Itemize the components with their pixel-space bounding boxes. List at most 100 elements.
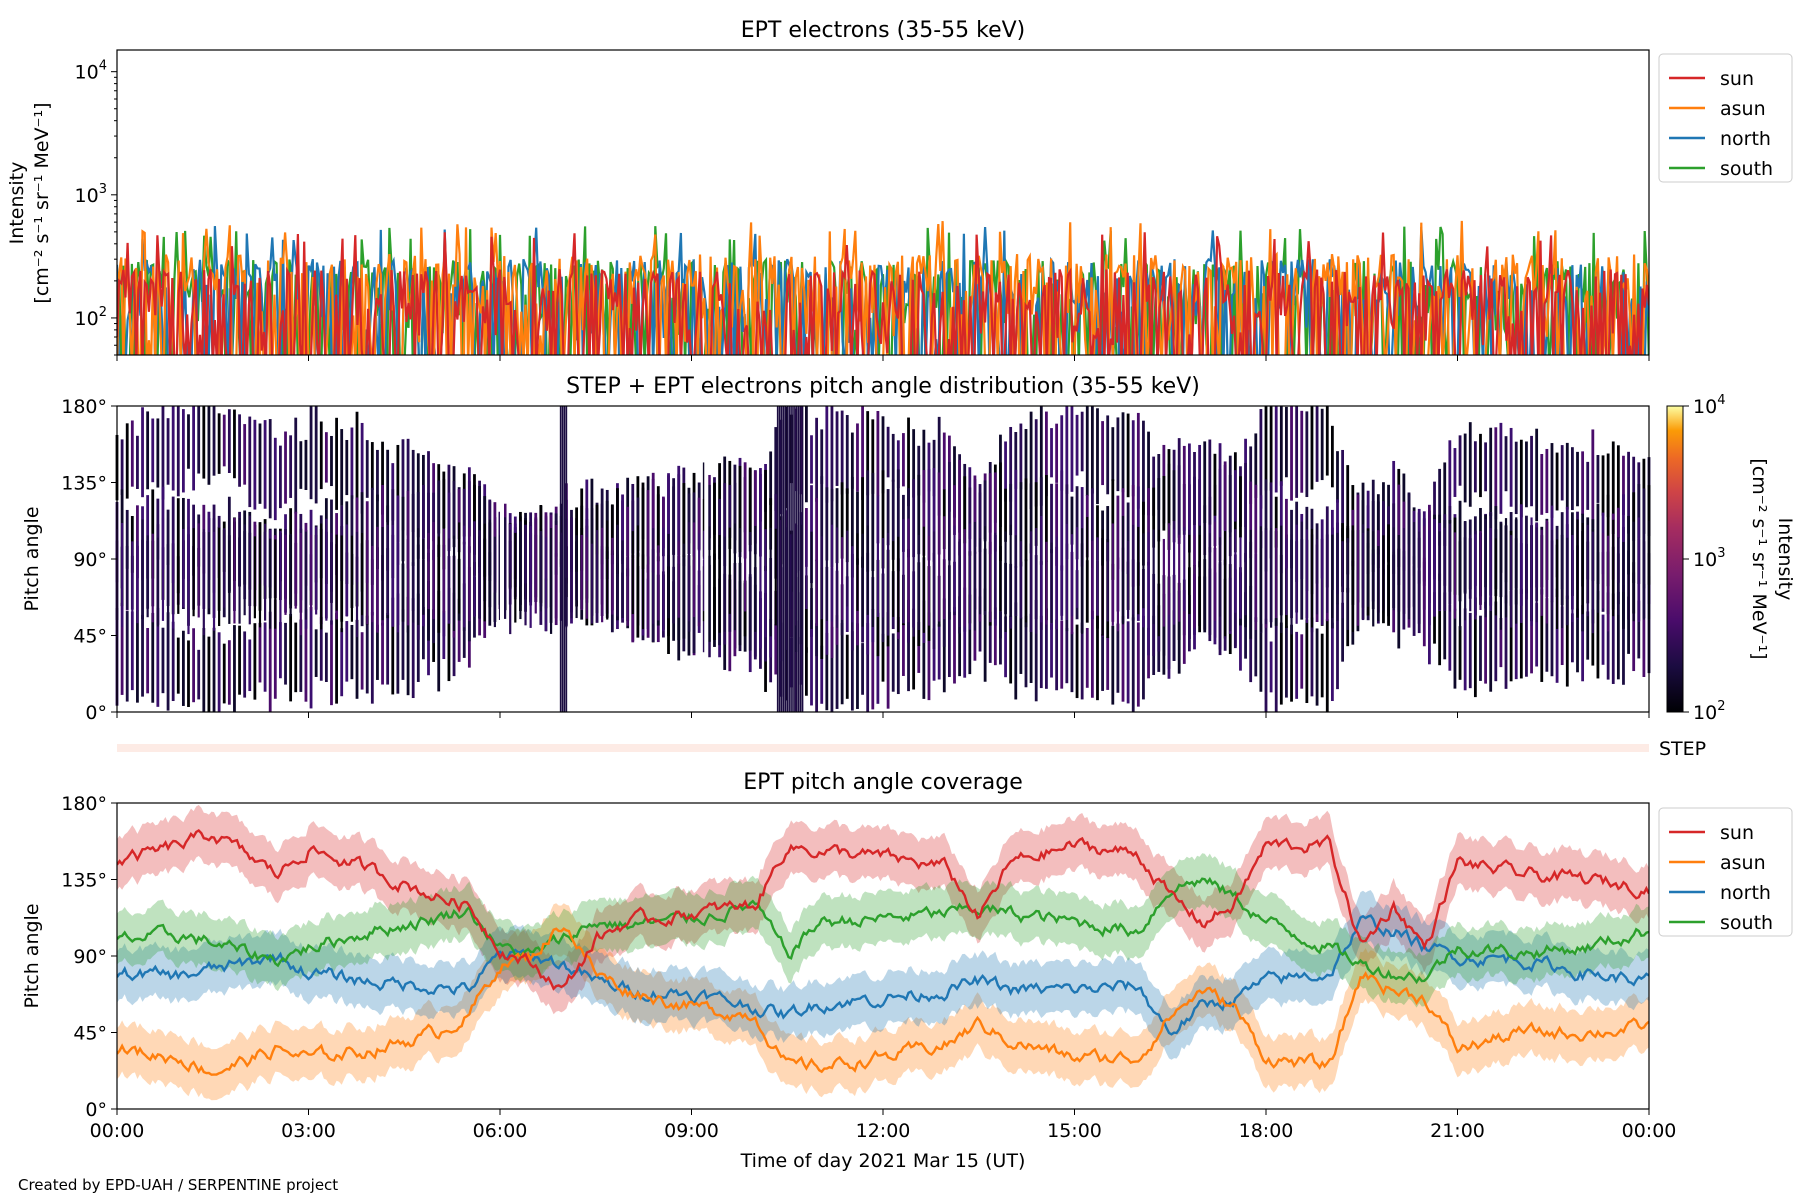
heatmap-cell: [1509, 427, 1513, 507]
heatmap-cell: [376, 526, 379, 633]
heatmap-cell: [754, 525, 757, 632]
heatmap-cell: [1290, 406, 1293, 501]
heatmap-cell: [1034, 482, 1038, 546]
heatmap-cell: [922, 470, 926, 556]
heatmap-cell: [1172, 470, 1176, 522]
heatmap-cell: [692, 522, 696, 618]
heatmap-cell: [1571, 447, 1574, 511]
heatmap-cell: [590, 478, 594, 580]
heatmap-cell: [1310, 528, 1314, 628]
heatmap-cell: [1188, 443, 1191, 530]
heatmap-cell: [1096, 505, 1099, 561]
heatmap-cell: [1581, 522, 1584, 615]
heatmap-cell: [943, 516, 946, 620]
heatmap-cell: [973, 475, 977, 554]
heatmap-cell: [1060, 620, 1064, 689]
heatmap-cell: [463, 525, 466, 628]
heatmap-cell: [401, 527, 405, 617]
legend-label-asun: asun: [1720, 852, 1766, 874]
heatmap-cell: [774, 427, 778, 511]
heatmap-cell: [1510, 535, 1513, 628]
heatmap-cell: [121, 523, 124, 627]
heatmap-cell: [330, 533, 333, 625]
heatmap-cell: [1581, 451, 1585, 515]
heatmap-cell: [1519, 439, 1523, 518]
heatmap-cell: [432, 521, 435, 619]
heatmap-cell: [1045, 541, 1048, 625]
heatmap-cell: [1606, 453, 1610, 518]
heatmap-cell: [805, 575, 808, 653]
heatmap-cell: [917, 474, 921, 555]
heatmap-cell: [447, 538, 451, 621]
heatmap-cell: [1320, 633, 1324, 698]
heatmap-cell: [1045, 475, 1048, 562]
heatmap-cell: [350, 427, 354, 499]
heatmap-cell: [130, 611, 134, 691]
heatmap-cell: [233, 409, 236, 479]
heatmap-cell: [1622, 455, 1625, 515]
heatmap-cell: [968, 487, 972, 539]
heatmap-cell: [866, 623, 870, 712]
heatmap-cell: [376, 624, 379, 680]
heatmap-cell: [120, 602, 124, 695]
heatmap-cell: [1142, 615, 1145, 700]
heatmap-cell: [1193, 535, 1196, 628]
heatmap-cell: [1331, 534, 1334, 618]
heatmap-cell: [1576, 451, 1579, 507]
heatmap-cell: [1009, 483, 1013, 536]
heatmap-cell: [1591, 609, 1595, 666]
heatmap-cell: [1433, 592, 1436, 644]
heatmap-cell: [253, 623, 257, 700]
footer-credit: Created by EPD-UAH / SERPENTINE project: [18, 1176, 338, 1194]
heatmap-cell: [396, 531, 399, 633]
heatmap-cell: [646, 490, 650, 557]
heatmap-cell: [391, 525, 394, 625]
heatmap-cell: [483, 523, 486, 622]
heatmap-cell: [881, 633, 885, 682]
heatmap-cell: [1228, 455, 1232, 533]
heatmap-cell: [1070, 496, 1074, 545]
panel1-ylabel-line2: [cm⁻² s⁻¹ sr⁻¹ MeV⁻¹]: [31, 102, 53, 303]
panel2-xticks: [116, 712, 1650, 718]
heatmap-cell: [1576, 608, 1579, 673]
heatmap-cell: [299, 532, 302, 636]
heatmap-cell: [468, 527, 471, 622]
heatmap-cell: [718, 498, 721, 547]
heatmap-cell: [1269, 482, 1273, 559]
heatmap-cell: [330, 620, 333, 706]
heatmap-cell: [1346, 465, 1350, 543]
heatmap-cell: [876, 612, 880, 704]
heatmap-cell: [1229, 537, 1232, 632]
heatmap-cell: [422, 484, 425, 560]
heatmap-cell: [846, 530, 849, 607]
heatmap-bars: [115, 406, 1651, 712]
heatmap-cell: [1274, 496, 1278, 548]
heatmap-cell: [1101, 421, 1104, 486]
heatmap-cell: [315, 526, 318, 615]
heatmap-cell: [1448, 523, 1451, 612]
heatmap-cell: [1085, 406, 1089, 496]
heatmap-cell: [667, 473, 670, 567]
legend-box: [1658, 807, 1793, 937]
heatmap-cell: [1325, 406, 1329, 476]
heatmap-cell: [652, 528, 655, 624]
heatmap-cell: [662, 496, 665, 549]
heatmap-cell: [228, 540, 231, 624]
panel2-ylabel: Pitch angle: [21, 506, 43, 611]
panel1-xticks: [116, 355, 1650, 361]
heatmap-cell: [386, 449, 390, 523]
heatmap-cell: [1096, 408, 1099, 505]
heatmap-cell: [1611, 593, 1615, 684]
x-tick-label: 00:00: [90, 1120, 145, 1142]
heatmap-cell: [136, 435, 139, 489]
heatmap-cell: [1090, 488, 1094, 569]
heatmap-cell: [217, 632, 221, 712]
heatmap-cell: [1009, 615, 1013, 684]
heatmap-cell: [1290, 624, 1293, 702]
heatmap-cell: [1009, 524, 1012, 617]
heatmap-cell: [932, 439, 936, 497]
heatmap-cell: [937, 472, 941, 555]
heatmap-cell: [1290, 534, 1293, 635]
heatmap-cell: [1254, 433, 1258, 498]
